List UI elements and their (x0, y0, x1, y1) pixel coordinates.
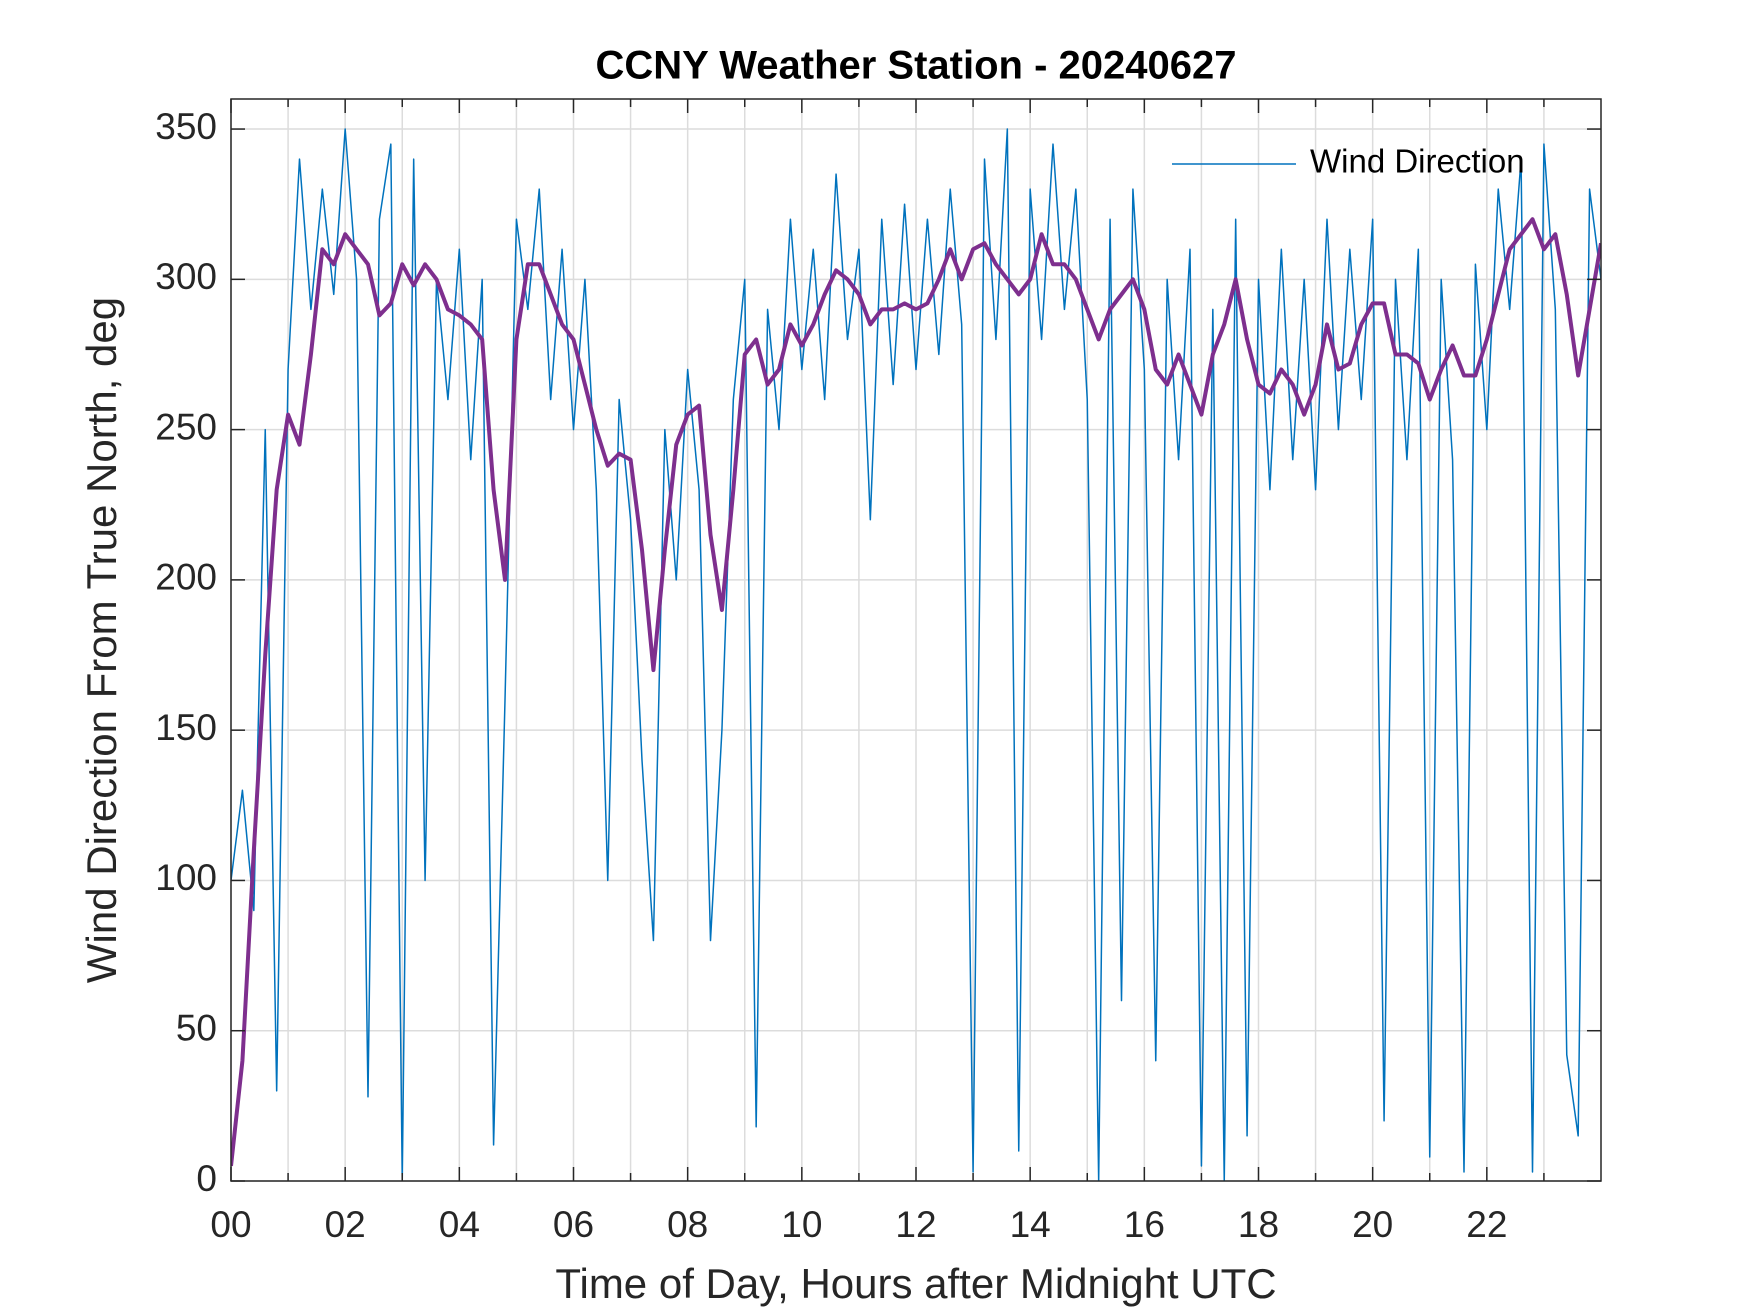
legend: Wind Direction (1172, 143, 1525, 180)
data-line (231, 217, 1601, 1167)
y-tick-label: 150 (155, 707, 217, 748)
y-tick-label: 50 (176, 1008, 217, 1049)
x-tick-label: 16 (1124, 1204, 1165, 1245)
x-tick-label: 08 (667, 1204, 708, 1245)
x-tick-label: 10 (781, 1204, 822, 1245)
y-tick-label: 0 (196, 1158, 217, 1199)
x-tick-label: 12 (895, 1204, 936, 1245)
x-tick-label: 20 (1352, 1204, 1393, 1245)
lines (231, 128, 1601, 1181)
y-tick-label: 200 (155, 557, 217, 598)
y-axis-label: Wind Direction From True North, deg (78, 297, 125, 983)
chart-title: CCNY Weather Station - 20240627 (596, 44, 1237, 88)
x-tick-label: 18 (1238, 1204, 1279, 1245)
x-tick-label: 02 (325, 1204, 366, 1245)
x-tick-label: 00 (210, 1204, 251, 1245)
x-axis-label: Time of Day, Hours after Midnight UTC (555, 1260, 1276, 1307)
x-tick-label: 06 (553, 1204, 594, 1245)
data-line (231, 128, 1601, 1181)
y-tick-label: 250 (155, 406, 217, 447)
legend-label: Wind Direction (1310, 143, 1525, 180)
y-tick-label: 350 (155, 106, 217, 147)
x-tick-label: 04 (439, 1204, 480, 1245)
y-tick-label: 100 (155, 857, 217, 898)
x-tick-label: 14 (1010, 1204, 1051, 1245)
x-tick-label: 22 (1466, 1204, 1507, 1245)
y-tick-label: 300 (155, 256, 217, 297)
ticks: 0 50 100 150 200 250 300 350 00 02 04 06 08 10 12 14 16 1… (155, 99, 1601, 1245)
